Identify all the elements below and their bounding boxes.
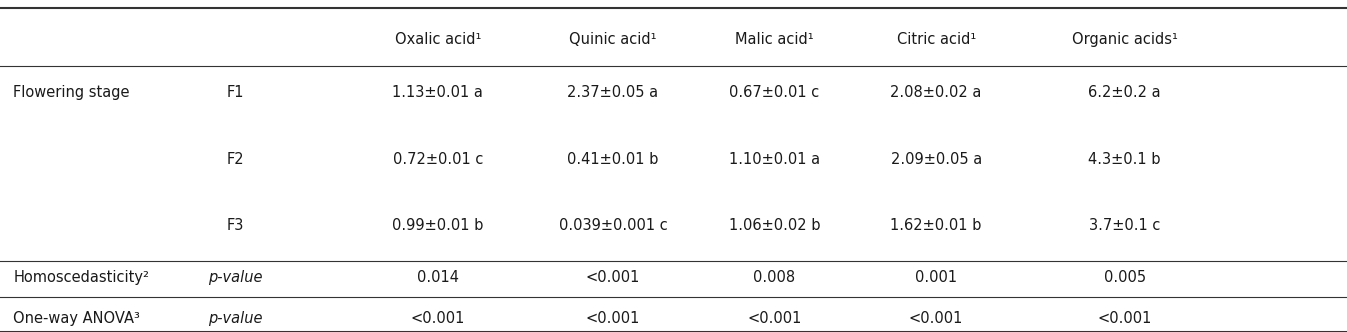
Text: 0.72±0.01 c: 0.72±0.01 c (392, 152, 484, 167)
Text: F2: F2 (226, 152, 245, 167)
Text: Citric acid¹: Citric acid¹ (897, 32, 975, 47)
Text: Homoscedasticity²: Homoscedasticity² (13, 270, 150, 285)
Text: 4.3±0.1 b: 4.3±0.1 b (1088, 152, 1161, 167)
Text: 6.2±0.2 a: 6.2±0.2 a (1088, 85, 1161, 101)
Text: p-value: p-value (209, 311, 263, 326)
Text: 1.62±0.01 b: 1.62±0.01 b (890, 218, 982, 233)
Text: 2.37±0.05 a: 2.37±0.05 a (567, 85, 659, 101)
Text: Organic acids¹: Organic acids¹ (1072, 32, 1177, 47)
Text: <0.001: <0.001 (1098, 311, 1152, 326)
Text: 0.41±0.01 b: 0.41±0.01 b (567, 152, 659, 167)
Text: 1.13±0.01 a: 1.13±0.01 a (392, 85, 484, 101)
Text: 0.99±0.01 b: 0.99±0.01 b (392, 218, 484, 233)
Text: 3.7±0.1 c: 3.7±0.1 c (1090, 218, 1160, 233)
Text: One-way ANOVA³: One-way ANOVA³ (13, 311, 140, 326)
Text: <0.001: <0.001 (411, 311, 465, 326)
Text: 0.014: 0.014 (416, 270, 459, 285)
Text: 0.001: 0.001 (915, 270, 958, 285)
Text: 1.06±0.02 b: 1.06±0.02 b (729, 218, 820, 233)
Text: 2.09±0.05 a: 2.09±0.05 a (890, 152, 982, 167)
Text: 1.10±0.01 a: 1.10±0.01 a (729, 152, 820, 167)
Text: <0.001: <0.001 (586, 270, 640, 285)
Text: 0.67±0.01 c: 0.67±0.01 c (729, 85, 820, 101)
Text: 2.08±0.02 a: 2.08±0.02 a (890, 85, 982, 101)
Text: p-value: p-value (209, 270, 263, 285)
Text: <0.001: <0.001 (748, 311, 801, 326)
Text: Flowering stage: Flowering stage (13, 85, 129, 101)
Text: <0.001: <0.001 (586, 311, 640, 326)
Text: Quinic acid¹: Quinic acid¹ (570, 32, 656, 47)
Text: 0.039±0.001 c: 0.039±0.001 c (559, 218, 667, 233)
Text: 0.008: 0.008 (753, 270, 796, 285)
Text: Malic acid¹: Malic acid¹ (735, 32, 814, 47)
Text: 0.005: 0.005 (1103, 270, 1146, 285)
Text: F3: F3 (228, 218, 244, 233)
Text: Oxalic acid¹: Oxalic acid¹ (395, 32, 481, 47)
Text: <0.001: <0.001 (909, 311, 963, 326)
Text: F1: F1 (228, 85, 244, 101)
